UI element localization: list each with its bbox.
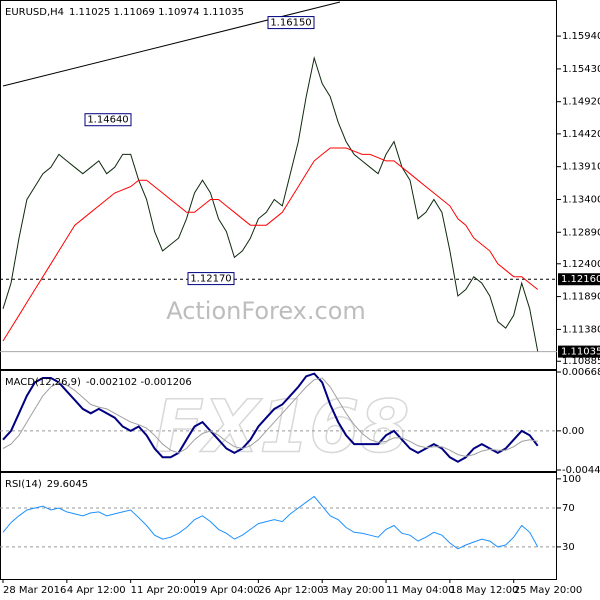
y-tick-label: 1.13910	[562, 162, 600, 173]
x-tick-label: 25 May 20:00	[514, 585, 583, 596]
y-tick-label: 0.006687	[562, 367, 600, 378]
price-box	[558, 273, 600, 286]
series-line	[2, 372, 539, 463]
y-tick-label: 1.11380	[562, 324, 600, 335]
trend-line	[2, 1, 341, 87]
y-tick-label: -0.004446	[562, 465, 600, 476]
y-tick-label: 1.15430	[562, 64, 600, 75]
x-tick-label: 26 Apr 12:00	[258, 585, 323, 596]
x-tick-label: 28 Mar 2016	[3, 585, 66, 596]
y-tick-label: 1.11890	[562, 292, 600, 303]
y-tick-label: 70	[562, 503, 575, 514]
x-tick-label: 11 Apr 20:00	[131, 585, 196, 596]
panel-frame	[0, 0, 557, 370]
annotation-label: 1.12170	[190, 274, 231, 285]
watermark: ActionForex.com	[166, 297, 366, 325]
price-label: 1.11035	[561, 347, 600, 358]
series-line	[2, 147, 539, 342]
annotation-box	[187, 272, 235, 286]
x-tick-label: 11 May 04:00	[386, 585, 455, 596]
y-tick-label: 1.10885	[562, 356, 600, 367]
annotation-label: 1.16150	[270, 18, 311, 29]
panel-subtitle: -0.002102 -0.001206	[86, 377, 192, 388]
y-tick-label: 30	[562, 542, 575, 553]
x-tick-label: 19 Apr 04:00	[195, 585, 260, 596]
panel-subtitle: 1.11025 1.11069 1.10974 1.11035	[69, 7, 244, 18]
x-tick-label: 3 May 20:00	[322, 585, 384, 596]
x-tick-label: 4 Apr 12:00	[67, 585, 126, 596]
annotation-label: 1.14640	[87, 115, 128, 126]
series-line	[2, 495, 539, 550]
panel-frame	[0, 472, 557, 580]
panel-subtitle: 29.6045	[47, 479, 88, 490]
y-tick-label: 1.15940	[562, 31, 600, 42]
panel-title: RSI(14)	[5, 479, 42, 490]
y-tick-label: 1.12890	[562, 227, 600, 238]
price-box	[558, 345, 600, 358]
panel-frame	[0, 370, 557, 472]
y-tick-label: 1.14420	[562, 129, 600, 140]
annotation-box	[84, 113, 132, 127]
x-tick-label: 18 May 12:00	[450, 585, 519, 596]
series-line	[2, 377, 538, 457]
y-tick-label: 100	[562, 474, 581, 485]
panel-title: EURUSD,H4	[5, 7, 64, 18]
y-tick-label: 0.00	[562, 426, 584, 437]
watermark: FX168	[155, 385, 410, 469]
panel-title: MACD(12,26,9)	[5, 377, 81, 388]
y-tick-label: 1.13400	[562, 194, 600, 205]
series-line	[2, 56, 539, 352]
price-label: 1.12160	[561, 274, 600, 285]
annotation-box	[267, 16, 315, 30]
y-tick-label: 1.14920	[562, 97, 600, 108]
y-tick-label: 1.12400	[562, 259, 600, 270]
